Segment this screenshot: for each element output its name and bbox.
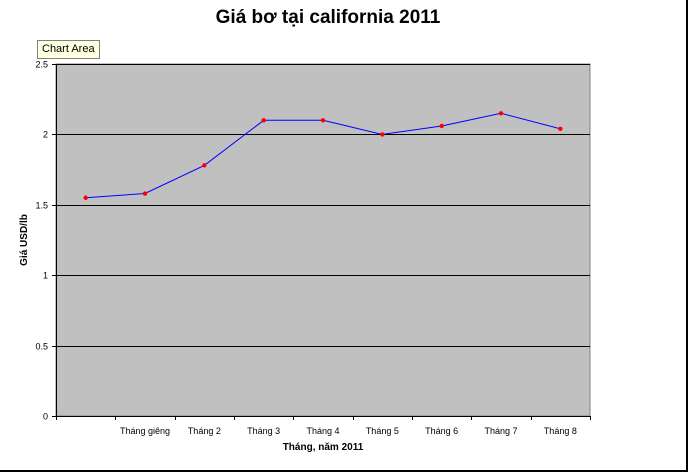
x-tick-label: Tháng 5 [366, 426, 399, 436]
data-point[interactable] [83, 195, 88, 200]
chart-area-tooltip: Chart Area [37, 40, 100, 59]
x-axis-title: Tháng, năm 2011 [283, 442, 364, 453]
x-tick-label: Tháng 4 [306, 426, 339, 436]
data-point[interactable] [202, 163, 207, 168]
data-point[interactable] [142, 191, 148, 196]
y-axis-title: Giá USD/lb [19, 214, 30, 266]
x-tick-label: Tháng 3 [247, 426, 280, 436]
data-point[interactable] [439, 123, 444, 129]
y-tick-label: 0.5 [35, 342, 48, 352]
x-tick-label: Tháng 2 [188, 426, 221, 436]
plot-area[interactable] [55, 63, 591, 417]
x-tick-label: Tháng giêng [120, 426, 170, 436]
y-tick-label: 1.5 [35, 201, 48, 211]
y-tick-label: 0 [43, 412, 48, 422]
data-point[interactable] [498, 111, 504, 116]
data-point[interactable] [261, 118, 266, 123]
y-tick-label: 1 [43, 271, 48, 281]
data-point[interactable] [558, 126, 563, 131]
y-tick-label: 2.5 [35, 60, 48, 70]
x-tick-label: Tháng 7 [484, 426, 517, 436]
y-tick-label: 2 [43, 130, 48, 140]
chart-title: Giá bơ tại california 2011 [215, 7, 441, 28]
data-point[interactable] [380, 132, 385, 137]
data-point[interactable] [320, 118, 326, 123]
x-tick-label: Tháng 8 [544, 426, 577, 436]
x-tick-label: Tháng 6 [425, 426, 458, 436]
